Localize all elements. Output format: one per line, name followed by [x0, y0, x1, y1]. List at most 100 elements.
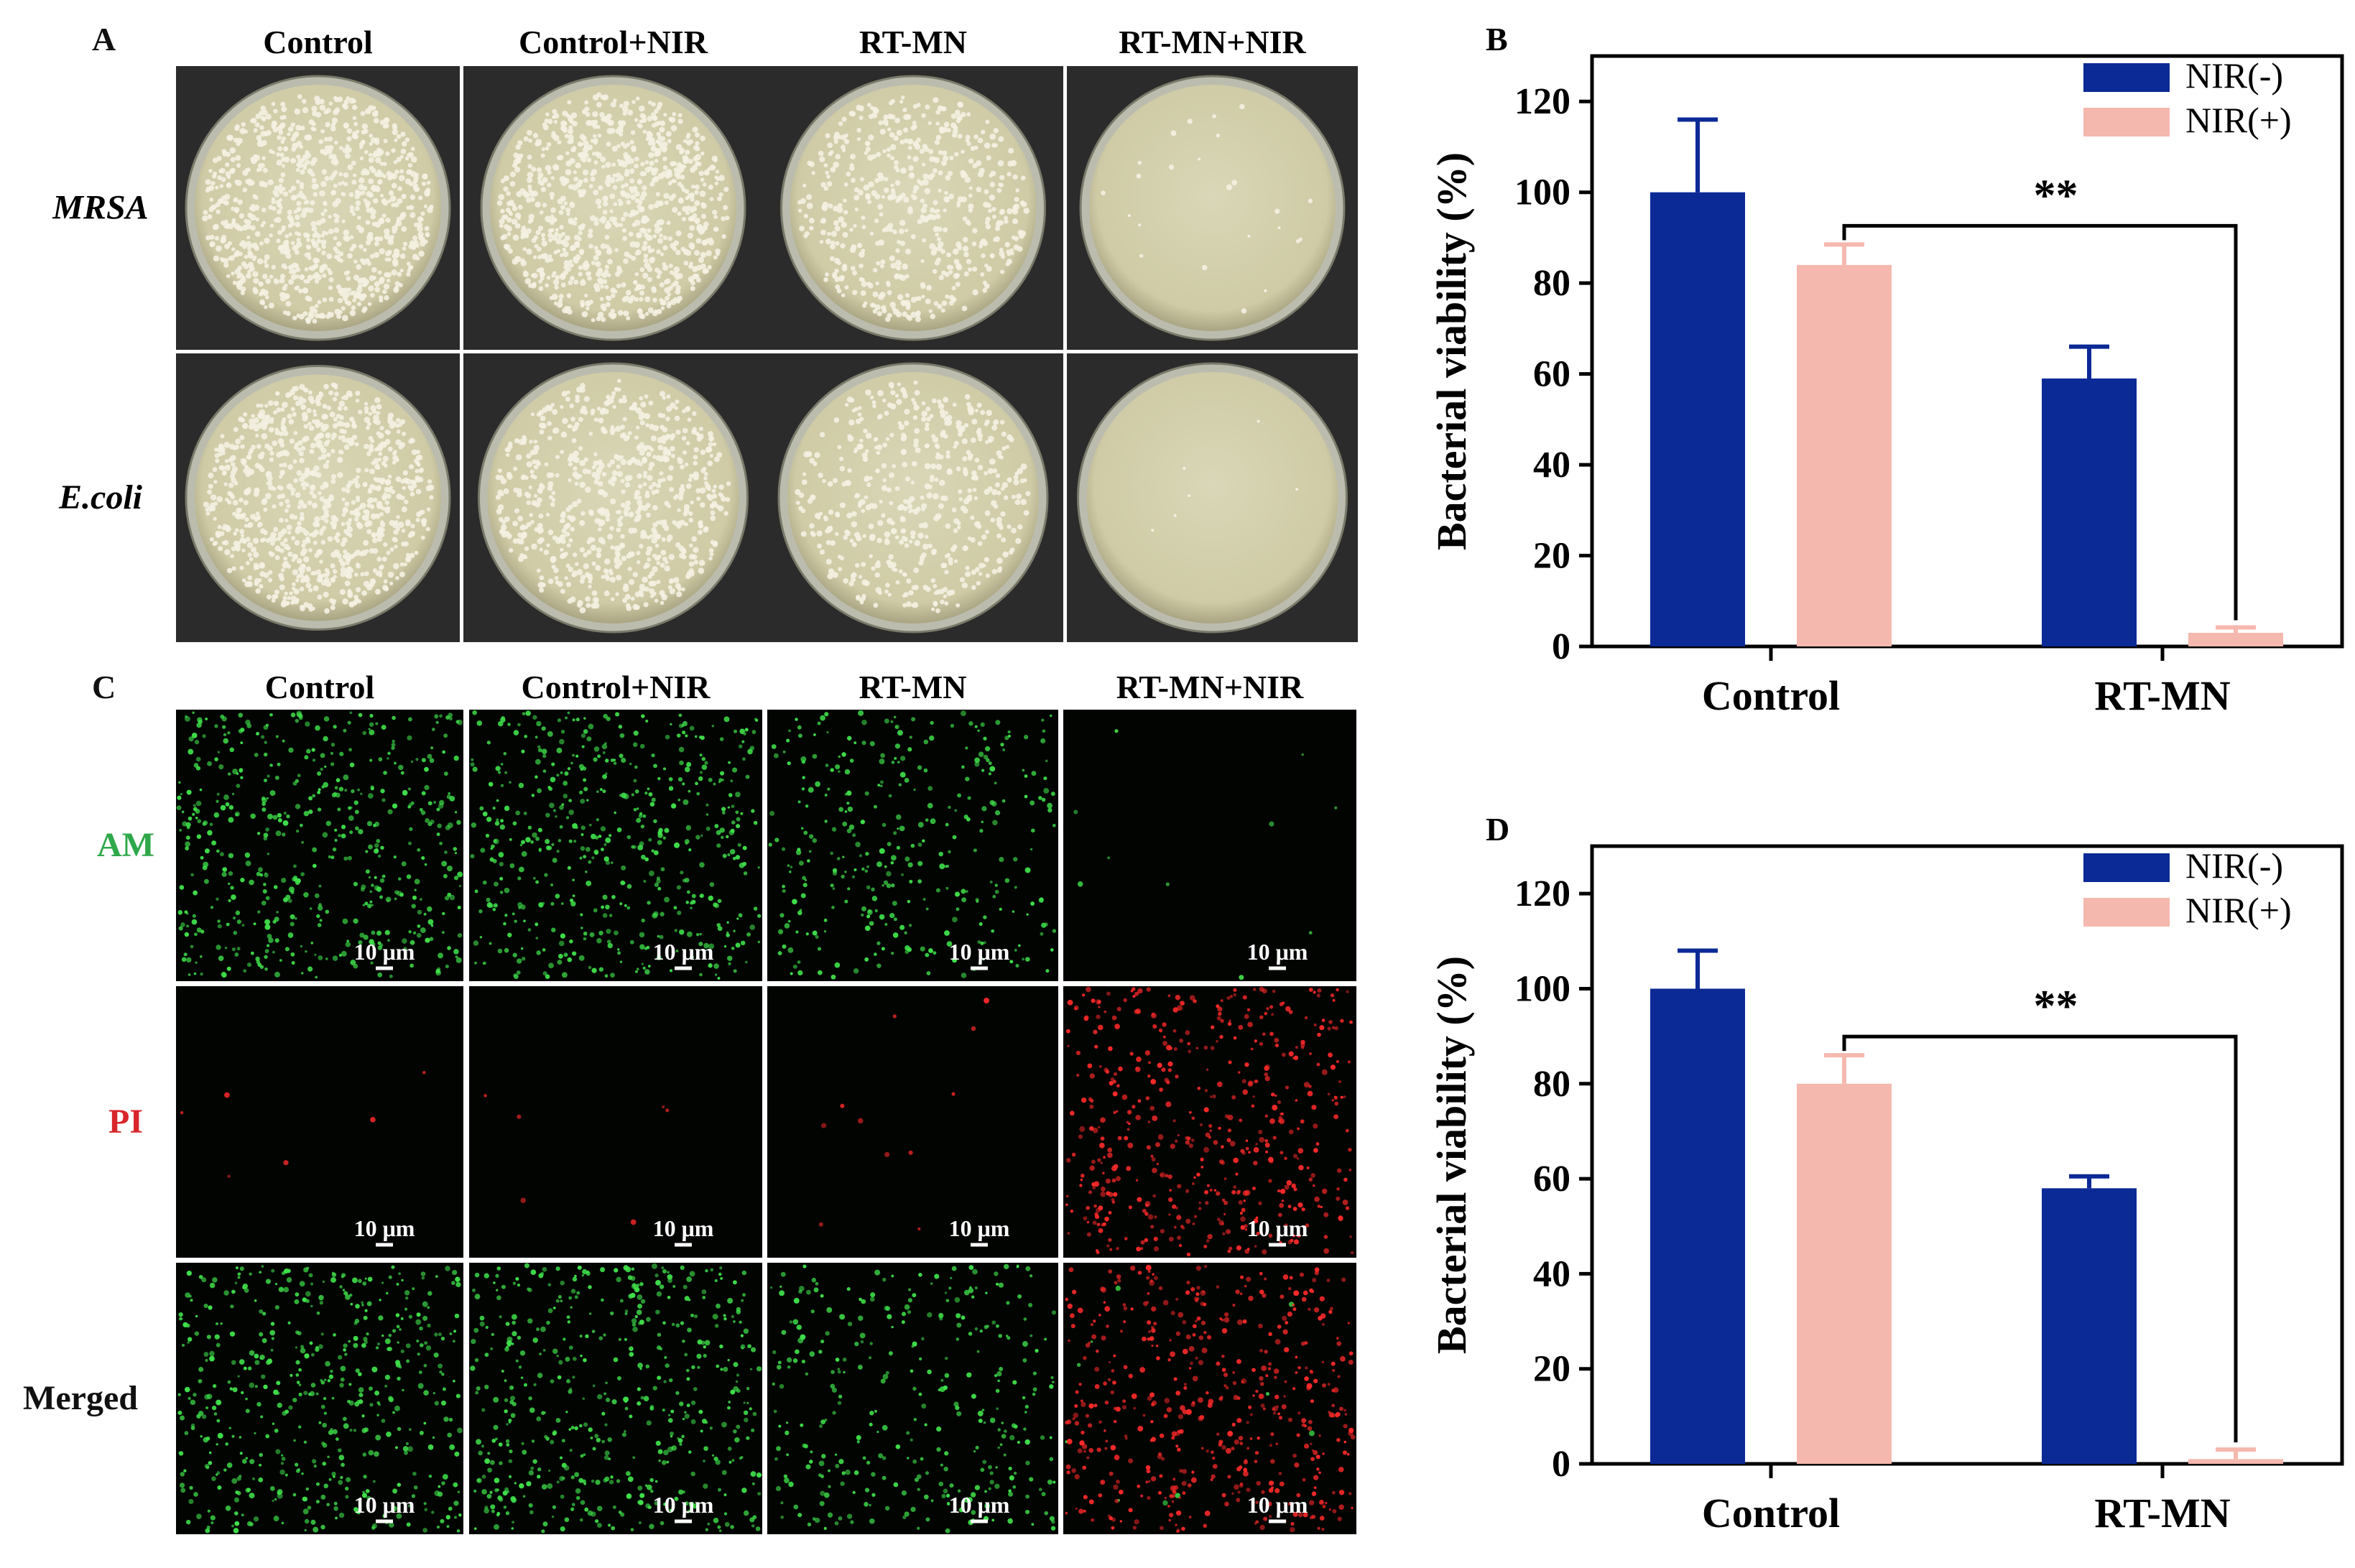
- colony: [606, 463, 612, 468]
- colony: [584, 293, 588, 298]
- colony: [354, 205, 360, 211]
- colony: [333, 417, 338, 422]
- colony: [288, 189, 292, 193]
- colony: [241, 578, 246, 583]
- colony: [325, 432, 331, 439]
- colony: [865, 432, 872, 439]
- colony: [929, 156, 935, 162]
- colony: [371, 167, 376, 174]
- colony: [700, 135, 705, 142]
- colony: [985, 224, 991, 230]
- colony: [203, 501, 209, 508]
- colony: [835, 154, 841, 159]
- colony: [693, 460, 698, 466]
- colony: [1007, 478, 1012, 482]
- colony: [267, 577, 273, 583]
- colony: [291, 586, 296, 591]
- live-cell-dot: [425, 937, 430, 943]
- live-cell-dot: [220, 804, 226, 811]
- colony: [313, 409, 317, 414]
- colony: [1002, 551, 1009, 558]
- colony: [700, 468, 706, 473]
- colony: [261, 433, 268, 440]
- colony: [525, 493, 532, 498]
- colony: [322, 404, 328, 409]
- live-cell-dot: [231, 947, 236, 952]
- colony: [856, 104, 862, 111]
- colony: [328, 228, 334, 234]
- colony: [964, 394, 971, 400]
- colony: [287, 413, 292, 419]
- colony: [938, 403, 945, 409]
- colony: [630, 194, 636, 200]
- colony: [874, 562, 881, 569]
- colony: [659, 233, 663, 238]
- colony: [861, 225, 866, 230]
- colony: [410, 170, 417, 177]
- colony: [398, 282, 403, 288]
- colony: [366, 220, 371, 225]
- colony: [274, 545, 281, 552]
- colony: [601, 472, 607, 477]
- colony: [912, 509, 919, 515]
- colony: [609, 576, 616, 583]
- colony: [713, 226, 718, 232]
- colony: [665, 417, 670, 422]
- colony: [924, 187, 931, 195]
- colony: [395, 575, 399, 580]
- live-cell-dot: [249, 879, 254, 886]
- colony: [853, 195, 860, 201]
- colony: [211, 174, 217, 179]
- colony: [864, 151, 869, 155]
- colony: [302, 556, 310, 562]
- colony: [682, 450, 687, 455]
- colony: [332, 569, 338, 574]
- colony: [895, 580, 900, 585]
- colony: [630, 596, 635, 601]
- live-cell-dot: [407, 735, 412, 741]
- colony: [578, 231, 583, 236]
- colony: [659, 282, 665, 288]
- colony: [974, 458, 980, 463]
- colony: [961, 112, 966, 118]
- colony: [590, 176, 596, 182]
- colony: [550, 176, 555, 180]
- colony: [683, 157, 689, 164]
- colony: [290, 407, 295, 412]
- colony: [889, 384, 894, 389]
- colony: [528, 139, 532, 143]
- colony: [657, 269, 662, 275]
- colony: [520, 475, 526, 481]
- colony: [620, 478, 625, 483]
- live-cell-dot: [410, 963, 415, 968]
- colony: [410, 479, 416, 486]
- live-cell-dot: [410, 760, 414, 764]
- colony: [843, 198, 847, 203]
- colony: [300, 445, 306, 451]
- live-cell-dot: [312, 863, 317, 868]
- colony: [379, 520, 384, 524]
- live-cell-dot: [332, 847, 337, 852]
- colony: [284, 294, 290, 300]
- colony: [851, 177, 856, 183]
- colony: [279, 274, 286, 279]
- colony: [816, 530, 823, 537]
- colony: [341, 315, 348, 322]
- colony: [698, 170, 704, 177]
- colony: [615, 178, 619, 182]
- colony: [509, 171, 516, 177]
- colony: [545, 257, 551, 264]
- colony: [366, 529, 372, 534]
- colony: [692, 126, 698, 133]
- colony: [347, 253, 353, 259]
- colony: [856, 128, 861, 133]
- live-cell-dot: [420, 810, 426, 815]
- colony: [641, 191, 647, 198]
- colony: [944, 197, 950, 203]
- colony: [917, 296, 922, 301]
- live-cell-dot: [186, 957, 192, 963]
- colony: [269, 450, 274, 456]
- colony: [956, 419, 962, 427]
- colony: [563, 201, 568, 205]
- colony: [355, 399, 360, 403]
